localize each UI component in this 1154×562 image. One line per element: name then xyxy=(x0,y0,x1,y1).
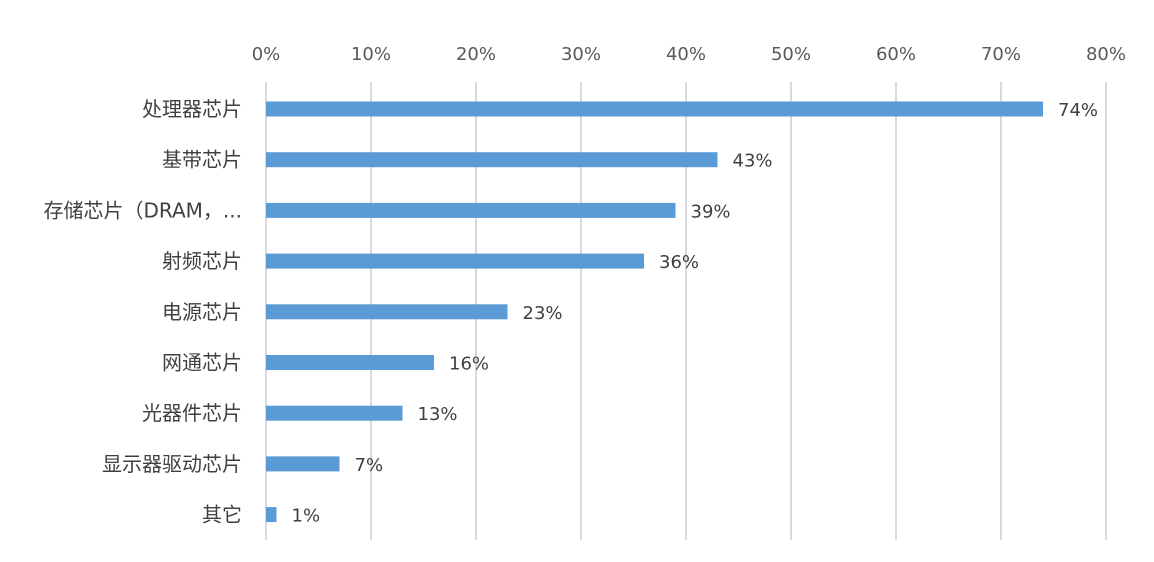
bar xyxy=(266,253,644,269)
bar xyxy=(266,355,434,370)
bars xyxy=(266,101,1043,523)
bar xyxy=(266,202,676,218)
x-tick-label: 70% xyxy=(981,44,1021,65)
category-label: 处理器芯片 xyxy=(142,97,242,121)
data-label: 13% xyxy=(418,404,458,425)
data-label: 39% xyxy=(691,201,731,222)
data-label: 7% xyxy=(355,455,384,476)
category-label: 其它 xyxy=(202,503,242,527)
bar xyxy=(266,507,277,523)
bar xyxy=(266,101,1043,117)
category-label: 光器件芯片 xyxy=(142,401,242,425)
data-label: 16% xyxy=(449,354,489,375)
x-tick-label: 10% xyxy=(351,44,391,65)
bar xyxy=(266,456,340,472)
data-labels: 74% 43% 39% 36% 23% 16% 13% 7% 1% xyxy=(292,100,1099,527)
data-label: 43% xyxy=(733,151,773,172)
x-tick-label: 40% xyxy=(666,44,706,65)
bar xyxy=(266,304,508,320)
category-label: 存储芯片（DRAM，... xyxy=(44,198,243,222)
data-label: 23% xyxy=(523,303,563,324)
x-tick-label: 20% xyxy=(456,44,496,65)
bar xyxy=(266,405,403,421)
data-label: 36% xyxy=(659,252,699,273)
data-label: 74% xyxy=(1058,100,1098,121)
x-tick-label: 80% xyxy=(1086,44,1126,65)
category-label: 显示器驱动芯片 xyxy=(102,452,242,476)
bar xyxy=(266,152,718,168)
category-label: 电源芯片 xyxy=(162,300,242,324)
x-tick-label: 60% xyxy=(876,44,916,65)
x-tick-label: 30% xyxy=(561,44,601,65)
x-axis-ticks: 0% 10% 20% 30% 40% 50% 60% 70% 80% xyxy=(252,44,1126,65)
x-tick-label: 50% xyxy=(771,44,811,65)
x-tick-label: 0% xyxy=(252,44,281,65)
data-label: 1% xyxy=(292,506,321,527)
category-label: 网通芯片 xyxy=(162,351,242,375)
category-label: 基带芯片 xyxy=(162,148,242,172)
category-label: 射频芯片 xyxy=(162,249,242,273)
